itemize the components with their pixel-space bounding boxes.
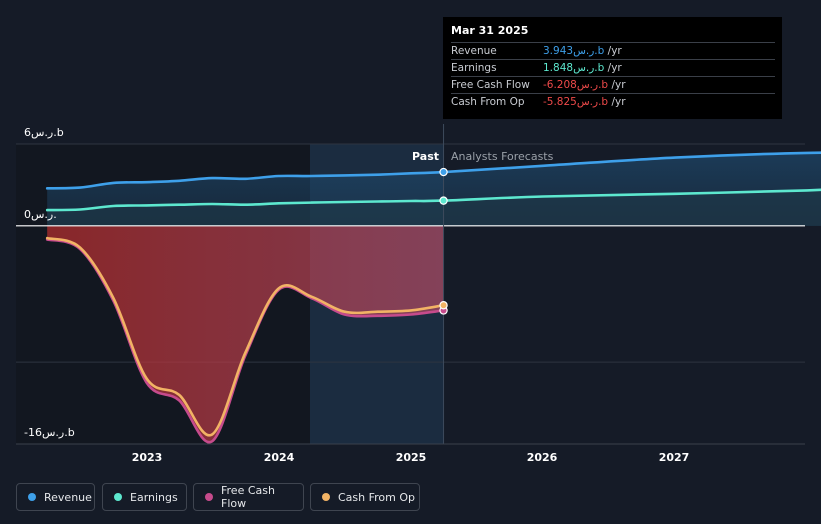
y-tick-label-top: 6ر.س.b (24, 126, 64, 139)
earnings-marker (439, 196, 448, 205)
tooltip-number: 1.848ر.س.b (543, 62, 605, 74)
free-cash-flow-area (47, 225, 444, 443)
legend-label: Earnings (130, 490, 178, 504)
x-tick-label: 2025 (395, 451, 427, 464)
legend-dot-cash-from-op (322, 493, 330, 501)
y-tick-label-zero: 0ر.س. (24, 208, 57, 221)
tooltip-number: -6.208ر.س.b (543, 79, 609, 91)
x-tick-label: 2023 (131, 451, 163, 464)
tooltip-unit: /yr (611, 79, 626, 91)
legend-dot-revenue (28, 493, 36, 501)
earnings-area (47, 189, 821, 226)
tooltip-row-cash-from-op: Cash From Op -5.825ر.س.b /yr (451, 93, 775, 111)
cash-from-op-line (45, 236, 445, 437)
tooltip-label: Revenue (451, 45, 497, 57)
tooltip-unit: /yr (611, 96, 626, 108)
earnings-line (45, 188, 821, 212)
legend-label: Cash From Op (338, 490, 416, 504)
x-tick-label: 2024 (263, 451, 295, 464)
forecast-label: Analysts Forecasts (451, 150, 554, 163)
tooltip-label: Earnings (451, 62, 497, 74)
tooltip-value: 3.943ر.س.b /yr (543, 45, 622, 57)
tooltip-number: -5.825ر.س.b (543, 96, 609, 108)
tooltip-unit: /yr (607, 45, 622, 57)
legend-dot-free-cash-flow (205, 493, 213, 501)
legend-item-cash-from-op[interactable]: Cash From Op (310, 483, 420, 511)
tooltip-row-revenue: Revenue 3.943ر.س.b /yr (451, 42, 775, 60)
legend-label: Free Cash Flow (221, 484, 275, 510)
tooltip: Mar 31 2025 Revenue 3.943ر.س.b /yr Earni… (443, 17, 782, 119)
legend-label: Revenue (44, 490, 92, 504)
revenue-line (45, 151, 821, 190)
past-label: Past (412, 150, 439, 163)
tooltip-value: -5.825ر.س.b /yr (543, 96, 626, 108)
legend-item-earnings[interactable]: Earnings (102, 483, 187, 511)
tooltip-date: Mar 31 2025 (451, 24, 529, 37)
tooltip-number: 3.943ر.س.b (543, 45, 605, 57)
legend-dot-earnings (114, 493, 122, 501)
tooltip-row-free-cash-flow: Free Cash Flow -6.208ر.س.b /yr (451, 76, 775, 94)
legend-item-free-cash-flow[interactable]: Free Cash Flow (193, 483, 304, 511)
cash-from-op-marker (439, 301, 448, 310)
legend-item-revenue[interactable]: Revenue (16, 483, 95, 511)
tooltip-unit: /yr (607, 62, 622, 74)
tooltip-label: Cash From Op (451, 96, 525, 108)
y-tick-label-bottom: -16ر.س.b (24, 426, 75, 439)
x-tick-label: 2027 (658, 451, 690, 464)
revenue-marker (439, 167, 448, 177)
tooltip-value: -6.208ر.س.b /yr (543, 79, 626, 91)
x-tick-label: 2026 (526, 451, 558, 464)
tooltip-label: Free Cash Flow (451, 79, 530, 91)
tooltip-row-earnings: Earnings 1.848ر.س.b /yr (451, 59, 775, 77)
tooltip-value: 1.848ر.س.b /yr (543, 62, 622, 74)
